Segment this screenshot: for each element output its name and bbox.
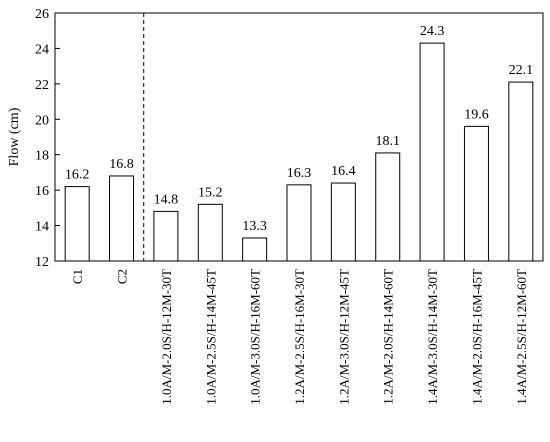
category-label: 1.4A/M-2.0S/H-16M-45T: [469, 269, 484, 405]
bar-value-label: 24.3: [420, 24, 445, 39]
y-tick-label: 14: [35, 220, 49, 235]
bar-value-label: 19.6: [464, 107, 489, 122]
category-label: 1.2A/M-2.0S/H-14M-60T: [381, 269, 396, 405]
bar-value-label: 22.1: [509, 63, 534, 78]
bar-value-label: 13.3: [242, 219, 267, 234]
bar-value-label: 16.2: [65, 168, 90, 183]
bar-value-label: 18.1: [375, 134, 400, 149]
bar: [109, 175, 135, 262]
category-label: 1.0A/M-3.0S/H-16M-60T: [248, 269, 263, 405]
bar: [508, 81, 534, 262]
bar: [64, 186, 90, 262]
bar: [153, 210, 179, 262]
bar: [330, 182, 356, 262]
y-tick-label: 16: [35, 184, 49, 199]
category-label: 1.4A/M-2.5S/H-12M-60T: [514, 269, 529, 405]
y-tick-label: 26: [35, 7, 49, 22]
category-labels-group: C1 C2 1.0A/M-2.0S/H-12M-30T 1.0A/M-2.5S/H-1…: [70, 269, 529, 405]
bar: [197, 203, 223, 262]
category-label: C1: [70, 269, 85, 284]
y-tick-label: 12: [35, 255, 49, 270]
y-tick-label: 18: [35, 149, 49, 164]
y-tick-label: 20: [35, 113, 49, 128]
bar-value-label: 16.4: [331, 164, 356, 179]
y-tick-label: 24: [35, 42, 49, 57]
bar-value-label: 15.2: [198, 185, 223, 200]
bar: [375, 152, 401, 262]
y-axis-ticks: 12 14 16 18 20 22 24 26: [35, 7, 60, 270]
bar: [463, 125, 489, 262]
bar: [286, 184, 312, 262]
category-label: 1.0A/M-2.0S/H-12M-30T: [159, 269, 174, 405]
y-tick-label: 22: [35, 78, 49, 93]
category-label: 1.0A/M-2.5S/H-14M-45T: [203, 269, 218, 405]
category-label: 1.2A/M-3.0S/H-12M-45T: [336, 269, 351, 405]
category-label: 1.2A/M-2.5S/H-16M-30T: [292, 269, 307, 405]
bar: [419, 42, 445, 262]
bar-value-label: 16.8: [109, 157, 134, 172]
data-labels-group: 16.2 16.8 14.8 15.2 13.3 16.3 16.4 18.1 24.3 19.6…: [65, 24, 533, 234]
category-label: 1.4A/M-3.0S/H-14M-30T: [425, 269, 440, 405]
bars-group: [64, 42, 534, 262]
category-label: C2: [115, 269, 130, 284]
y-axis-label: Flow (cm): [7, 107, 22, 166]
bar-value-label: 14.8: [154, 192, 179, 207]
bar: [242, 237, 268, 262]
bar-value-label: 16.3: [287, 166, 312, 181]
